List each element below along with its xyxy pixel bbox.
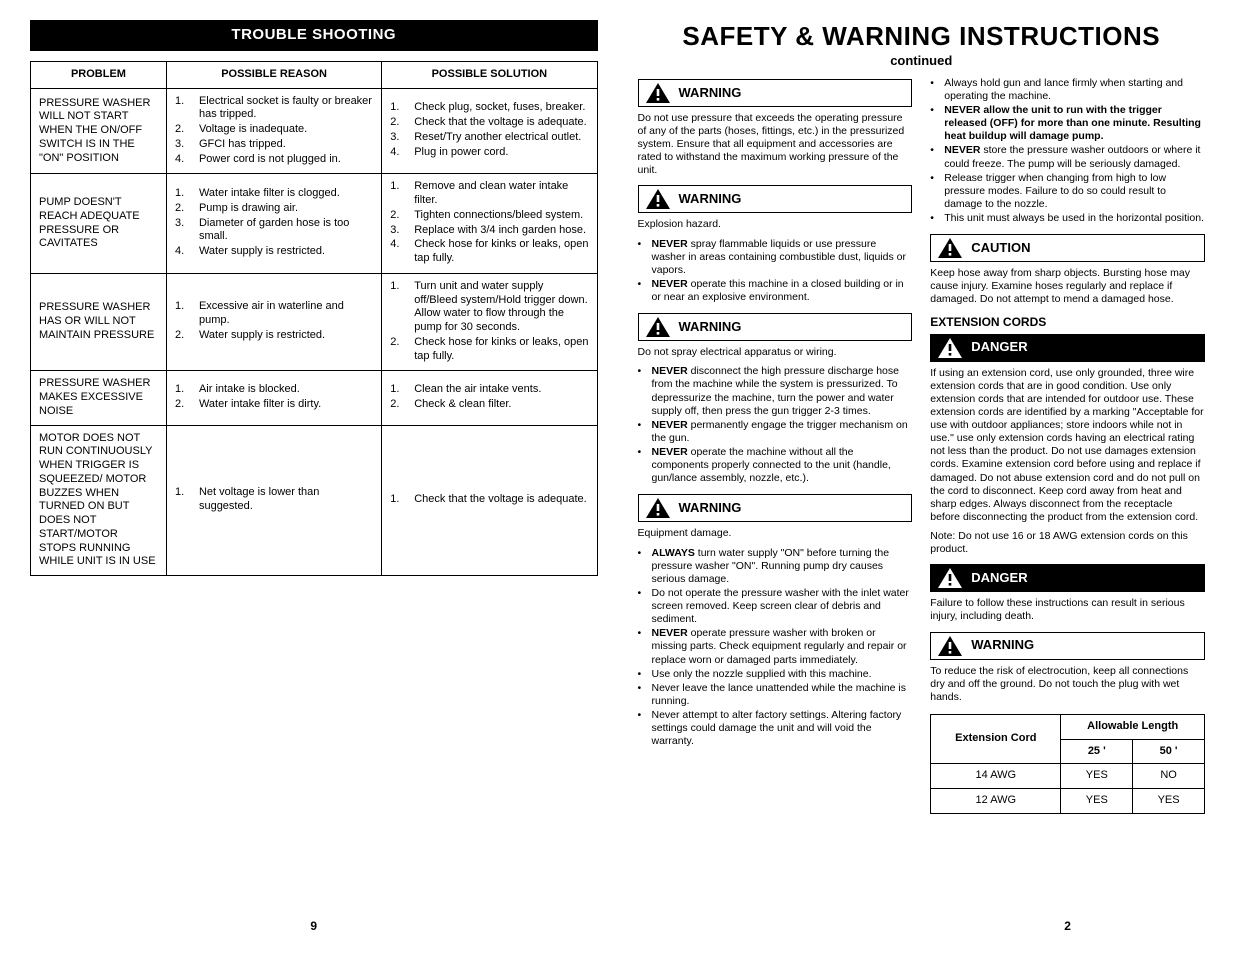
list-item: NEVER operate pressure washer with broke… bbox=[638, 627, 913, 666]
problem-cell: PUMP DOESN'T REACH ADEQUATE PRESSURE OR … bbox=[31, 174, 167, 274]
list-item: NEVER allow the unit to run with the tri… bbox=[930, 104, 1205, 143]
ext-cell: 12 AWG bbox=[931, 789, 1061, 814]
warning-label: WARNING bbox=[679, 191, 742, 207]
list-item: NEVER spray flammable liquids or use pre… bbox=[638, 238, 913, 277]
th-reason: POSSIBLE REASON bbox=[166, 61, 381, 88]
warning-5-text: To reduce the risk of electrocution, kee… bbox=[930, 665, 1205, 704]
list-item: Use only the nozzle supplied with this m… bbox=[638, 668, 913, 681]
danger-icon bbox=[937, 567, 963, 589]
trouble-table: PROBLEM POSSIBLE REASON POSSIBLE SOLUTIO… bbox=[30, 61, 598, 576]
list-item: Never attempt to alter factory settings.… bbox=[638, 709, 913, 748]
ext-th-25: 25 ' bbox=[1061, 739, 1133, 764]
danger-box-1: DANGER bbox=[930, 334, 1205, 362]
list-item: NEVER operate this machine in a closed b… bbox=[638, 278, 913, 304]
ext-th-50: 50 ' bbox=[1133, 739, 1205, 764]
page-number-left: 9 bbox=[30, 909, 598, 934]
top-bullet-list: Always hold gun and lance firmly when st… bbox=[930, 77, 1205, 226]
column-a: WARNING Do not use pressure that exceeds… bbox=[638, 75, 913, 934]
danger-2-text: Failure to follow these instructions can… bbox=[930, 597, 1205, 623]
caution-text: Keep hose away from sharp objects. Burst… bbox=[930, 267, 1205, 306]
left-page: TROUBLE SHOOTING PROBLEM POSSIBLE REASON… bbox=[30, 20, 598, 934]
caution-box: CAUTION bbox=[930, 234, 1205, 262]
warning-box-1: WARNING bbox=[638, 79, 913, 107]
warning-1-text: Do not use pressure that exceeds the ope… bbox=[638, 112, 913, 178]
ext-cell: NO bbox=[1133, 764, 1205, 789]
warning-3-list: NEVER disconnect the high pressure disch… bbox=[638, 365, 913, 486]
warning-4-lead: Equipment damage. bbox=[638, 527, 913, 540]
page-number-right: 2 bbox=[930, 909, 1205, 934]
warning-icon bbox=[645, 82, 671, 104]
warning-box-5: WARNING bbox=[930, 632, 1205, 660]
column-b: Always hold gun and lance firmly when st… bbox=[930, 75, 1205, 934]
reason-cell: 1.Air intake is blocked.2.Water intake f… bbox=[166, 371, 381, 425]
safety-title: SAFETY & WARNING INSTRUCTIONS bbox=[638, 20, 1206, 53]
list-item: This unit must always be used in the hor… bbox=[930, 212, 1205, 225]
problem-cell: PRESSURE WASHER HAS OR WILL NOT MAINTAIN… bbox=[31, 273, 167, 371]
caution-label: CAUTION bbox=[971, 240, 1030, 256]
warning-icon bbox=[645, 188, 671, 210]
list-item: NEVER store the pressure washer outdoors… bbox=[930, 144, 1205, 170]
warning-label: WARNING bbox=[679, 319, 742, 335]
warning-box-3: WARNING bbox=[638, 313, 913, 341]
continued-label: continued bbox=[638, 53, 1206, 69]
warning-label: WARNING bbox=[679, 85, 742, 101]
warning-icon bbox=[645, 316, 671, 338]
list-item: ALWAYS turn water supply "ON" before tur… bbox=[638, 547, 913, 586]
warning-icon bbox=[645, 497, 671, 519]
two-column-region: WARNING Do not use pressure that exceeds… bbox=[638, 75, 1206, 934]
warning-2-lead: Explosion hazard. bbox=[638, 218, 913, 231]
caution-icon bbox=[937, 237, 963, 259]
list-item: Do not operate the pressure washer with … bbox=[638, 587, 913, 626]
warning-icon bbox=[937, 635, 963, 657]
warning-4-list: ALWAYS turn water supply "ON" before tur… bbox=[638, 547, 913, 750]
reason-cell: 1.Excessive air in waterline and pump.2.… bbox=[166, 273, 381, 371]
list-item: NEVER disconnect the high pressure disch… bbox=[638, 365, 913, 418]
extension-cords-head: EXTENSION CORDS bbox=[930, 315, 1205, 330]
danger-1-note: Note: Do not use 16 or 18 AWG extension … bbox=[930, 530, 1205, 556]
problem-cell: PRESSURE WASHER WILL NOT START WHEN THE … bbox=[31, 88, 167, 174]
ext-cell: 14 AWG bbox=[931, 764, 1061, 789]
list-item: Release trigger when changing from high … bbox=[930, 172, 1205, 211]
warning-box-4: WARNING bbox=[638, 494, 913, 522]
ext-cell: YES bbox=[1061, 764, 1133, 789]
warning-2-list: NEVER spray flammable liquids or use pre… bbox=[638, 238, 913, 306]
warning-3-lead: Do not spray electrical apparatus or wir… bbox=[638, 346, 913, 359]
list-item: Always hold gun and lance firmly when st… bbox=[930, 77, 1205, 103]
solution-cell: 1.Remove and clean water intake filter.2… bbox=[382, 174, 597, 274]
extension-cord-table: Extension Cord Allowable Length 25 ' 50 … bbox=[930, 714, 1205, 814]
reason-cell: 1.Electrical socket is faulty or breaker… bbox=[166, 88, 381, 174]
danger-icon bbox=[937, 337, 963, 359]
danger-label: DANGER bbox=[971, 339, 1027, 355]
ext-th-cord: Extension Cord bbox=[931, 714, 1061, 764]
solution-cell: 1.Clean the air intake vents.2.Check & c… bbox=[382, 371, 597, 425]
solution-cell: 1.Check plug, socket, fuses, breaker.2.C… bbox=[382, 88, 597, 174]
problem-cell: PRESSURE WASHER MAKES EXCESSIVE NOISE bbox=[31, 371, 167, 425]
problem-cell: MOTOR DOES NOT RUN CONTINUOUSLY WHEN TRI… bbox=[31, 425, 167, 576]
reason-cell: 1.Net voltage is lower than suggested. bbox=[166, 425, 381, 576]
ext-cell: YES bbox=[1133, 789, 1205, 814]
reason-cell: 1.Water intake filter is clogged.2.Pump … bbox=[166, 174, 381, 274]
list-item: Never leave the lance unattended while t… bbox=[638, 682, 913, 708]
warning-label: WARNING bbox=[971, 637, 1034, 653]
ext-cell: YES bbox=[1061, 789, 1133, 814]
danger-1-text: If using an extension cord, use only gro… bbox=[930, 367, 1205, 525]
list-item: NEVER permanently engage the trigger mec… bbox=[638, 419, 913, 445]
danger-box-2: DANGER bbox=[930, 564, 1205, 592]
danger-label: DANGER bbox=[971, 570, 1027, 586]
th-solution: POSSIBLE SOLUTION bbox=[382, 61, 597, 88]
ext-th-length: Allowable Length bbox=[1061, 714, 1205, 739]
warning-box-2: WARNING bbox=[638, 185, 913, 213]
right-page: SAFETY & WARNING INSTRUCTIONS continued … bbox=[638, 20, 1206, 934]
trouble-banner: TROUBLE SHOOTING bbox=[30, 20, 598, 51]
solution-cell: 1.Check that the voltage is adequate. bbox=[382, 425, 597, 576]
solution-cell: 1.Turn unit and water supply off/Bleed s… bbox=[382, 273, 597, 371]
th-problem: PROBLEM bbox=[31, 61, 167, 88]
warning-label: WARNING bbox=[679, 500, 742, 516]
list-item: NEVER operate the machine without all th… bbox=[638, 446, 913, 485]
